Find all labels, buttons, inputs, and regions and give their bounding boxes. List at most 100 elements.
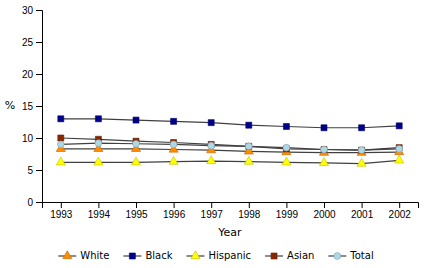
- legend-swatch: [129, 253, 135, 259]
- axis-line: [43, 203, 419, 209]
- legend-label: White: [80, 250, 109, 261]
- legend-item: Black: [123, 250, 172, 261]
- point: [282, 157, 291, 165]
- tick: 15: [22, 101, 42, 112]
- tick-label: 0: [27, 197, 33, 208]
- tick-label: 1993: [50, 209, 73, 220]
- legend-swatch: [334, 253, 341, 260]
- tick-label: 15: [22, 101, 34, 112]
- legend-label: Black: [145, 250, 172, 261]
- legend-swatch: [271, 253, 277, 259]
- series: [58, 135, 402, 153]
- tick-label: 1994: [88, 209, 111, 220]
- tick-label: 1997: [201, 209, 224, 220]
- legend-label: Total: [349, 250, 373, 261]
- point: [56, 157, 65, 165]
- tick: 1998: [238, 202, 261, 220]
- series-line: [61, 119, 399, 128]
- point: [321, 147, 327, 153]
- point: [169, 156, 178, 164]
- point: [207, 156, 216, 164]
- x-axis-title: Year: [217, 226, 242, 239]
- tick-label: 30: [22, 5, 34, 16]
- series-line: [61, 160, 399, 163]
- point: [95, 116, 101, 122]
- point: [133, 117, 139, 123]
- point: [396, 145, 403, 152]
- point: [246, 122, 252, 128]
- series: [57, 140, 402, 154]
- tick: 2001: [351, 202, 374, 220]
- tick-label: 10: [22, 133, 34, 144]
- tick-mark: [211, 202, 212, 208]
- tick-mark: [36, 202, 42, 203]
- point: [208, 120, 214, 126]
- y-axis: 0 5 10 15 20 25 30: [22, 5, 43, 208]
- point: [396, 123, 402, 129]
- point: [58, 135, 64, 141]
- tick-mark: [286, 202, 287, 208]
- series-line: [61, 138, 399, 150]
- point: [359, 125, 365, 131]
- series-layer: [56, 116, 404, 166]
- tick-mark: [36, 170, 42, 171]
- point: [321, 125, 327, 131]
- point: [283, 123, 289, 129]
- legend-item: Total: [328, 250, 373, 261]
- tick-mark: [36, 42, 42, 43]
- tick: 1996: [163, 202, 186, 220]
- legend-item: White: [58, 250, 109, 261]
- series-line: [61, 143, 399, 150]
- plot-area: 1993199419951996199719981999200020012002…: [22, 5, 419, 220]
- tick-mark: [98, 202, 99, 208]
- tick: 2000: [313, 202, 336, 220]
- tick-label: 2000: [313, 209, 336, 220]
- tick-mark: [136, 202, 137, 208]
- legend-item: Hispanic: [186, 250, 251, 261]
- point: [94, 157, 103, 165]
- point: [131, 157, 140, 165]
- tick: 0: [27, 197, 42, 208]
- legend-label: Hispanic: [208, 250, 251, 261]
- point: [245, 143, 252, 150]
- tick: 1993: [50, 202, 73, 220]
- tick: 5: [27, 165, 42, 176]
- legend: WhiteBlackHispanicAsianTotal: [58, 250, 373, 261]
- point: [170, 141, 177, 148]
- tick-mark: [324, 202, 325, 208]
- tick: 1995: [125, 202, 148, 220]
- point: [359, 147, 365, 153]
- tick-label: 2002: [389, 209, 412, 220]
- tick: 1994: [88, 202, 111, 220]
- series: [56, 155, 404, 166]
- point: [283, 144, 290, 151]
- point: [358, 147, 365, 154]
- point: [95, 140, 102, 147]
- tick: 30: [22, 5, 42, 16]
- point: [395, 155, 404, 163]
- tick-label: 1996: [163, 209, 186, 220]
- point: [246, 143, 252, 149]
- point: [357, 158, 366, 166]
- tick-label: 20: [22, 69, 34, 80]
- tick-label: 2001: [351, 209, 374, 220]
- tick-mark: [362, 202, 363, 208]
- point: [133, 140, 140, 147]
- tick-mark: [399, 202, 400, 208]
- chart: 1993199419951996199719981999200020012002…: [0, 0, 432, 268]
- point: [357, 147, 366, 155]
- tick: 25: [22, 37, 42, 48]
- tick-label: 25: [22, 37, 34, 48]
- legend-swatch: [191, 251, 200, 259]
- tick: 2002: [389, 202, 412, 220]
- tick-mark: [36, 106, 42, 107]
- y-axis-title: %: [5, 99, 15, 112]
- point: [321, 146, 328, 153]
- point: [57, 141, 64, 148]
- tick: 1999: [276, 202, 299, 220]
- tick: 1997: [201, 202, 224, 220]
- tick-label: 1999: [276, 209, 299, 220]
- point: [171, 118, 177, 124]
- series: [58, 116, 402, 131]
- tick-mark: [36, 74, 42, 75]
